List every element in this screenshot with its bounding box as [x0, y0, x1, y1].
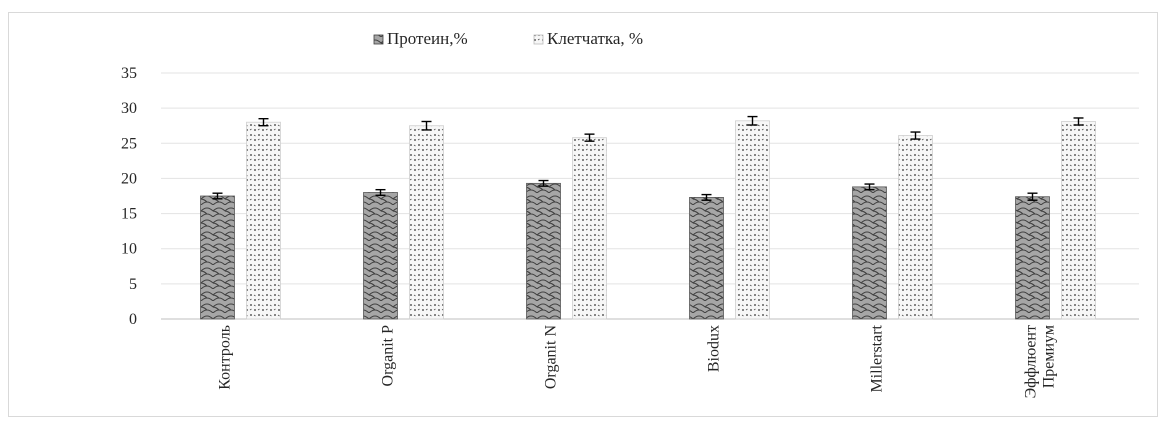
legend-label-protein: Протеин,%	[387, 29, 468, 48]
bar-fiber	[246, 121, 281, 320]
y-tick-label: 5	[129, 276, 137, 293]
y-tick-label: 30	[121, 100, 137, 117]
error-bar	[864, 183, 875, 191]
x-tick-label: Контроль	[217, 325, 234, 390]
legend-swatch-fiber	[533, 34, 544, 45]
error-bar	[421, 120, 432, 131]
y-axis: 0 5 10 15 20 25 30 35	[121, 65, 137, 328]
error-bar	[584, 133, 595, 142]
bar-protein	[689, 197, 724, 320]
y-tick-label: 20	[121, 170, 137, 187]
chart-legend: Протеин,% Клетчатка, %	[373, 29, 643, 48]
chart-frame: Протеин,% Клетчатка, % 0 5 10 15 20 25 30 35 Кон…	[8, 12, 1158, 417]
bar-chart: Протеин,% Клетчатка, % 0 5 10 15 20 25 30 35 Кон…	[121, 29, 1139, 398]
error-bar	[747, 115, 758, 126]
error-bar	[375, 188, 386, 196]
error-bar	[212, 192, 223, 200]
y-tick-label: 0	[129, 311, 137, 328]
y-tick-label: 15	[121, 206, 137, 223]
error-bar	[1027, 192, 1038, 201]
y-tick-label: 25	[121, 135, 137, 152]
error-bar	[538, 179, 549, 187]
bar-fiber	[1061, 121, 1096, 320]
error-bar	[258, 117, 269, 127]
error-bar	[910, 131, 921, 140]
x-tick-label: Biodux	[706, 325, 723, 372]
bar-protein	[1015, 196, 1050, 320]
x-tick-label: Organit N	[543, 325, 560, 390]
bar-protein	[200, 195, 235, 320]
bar-fiber	[572, 137, 607, 320]
bar-fiber	[409, 125, 444, 320]
bar-fiber	[735, 120, 770, 320]
bar-fiber	[898, 135, 933, 320]
error-bar	[1073, 117, 1084, 126]
y-tick-label: 10	[121, 241, 137, 258]
x-tick-label: Millerstart	[869, 324, 886, 392]
error-bar	[701, 193, 712, 201]
bars	[200, 115, 1096, 320]
y-tick-label: 35	[121, 65, 137, 82]
bar-protein	[852, 186, 887, 320]
x-tick-label: Organit P	[380, 325, 397, 387]
bar-protein	[363, 192, 398, 320]
legend-label-fiber: Клетчатка, %	[547, 29, 643, 48]
x-axis: Контроль Organit P Organit N Biodux Millerst…	[217, 324, 1058, 398]
x-tick-label: Премиум	[1041, 325, 1058, 388]
gridlines	[161, 72, 1139, 320]
x-tick-label: Эффлюент	[1023, 325, 1040, 398]
bar-protein	[526, 182, 561, 320]
legend-swatch-protein	[373, 34, 384, 45]
